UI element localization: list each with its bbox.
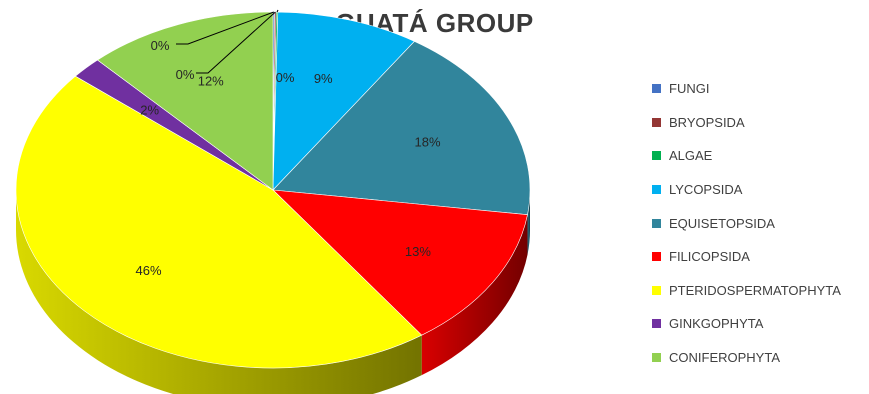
legend-item-lycopsida: LYCOPSIDA [652, 173, 841, 207]
legend-swatch [652, 185, 661, 195]
legend-swatch [652, 151, 661, 161]
legend-item-ginkgophyta: GINKGOPHYTA [652, 307, 841, 341]
pie-slice-filicopsida [272, 189, 528, 336]
leader-line-algae [276, 9, 279, 13]
pie-side-pteridospermatophyta [16, 190, 422, 394]
data-label-pteridospermatophyta: 46% [136, 263, 162, 278]
legend-label: BRYOPSIDA [669, 114, 745, 130]
legend-item-filicopsida: FILICOPSIDA [652, 240, 841, 274]
legend-label: CONIFEROPHYTA [669, 350, 780, 366]
pie-side-equisetopsida [527, 190, 530, 255]
legend-item-algae: ALGAE [652, 139, 841, 173]
pie-slice-equisetopsida [272, 41, 531, 216]
leader-line-bryopsida [196, 11, 276, 74]
data-label-bryopsida: 0% [176, 67, 195, 82]
legend-item-equisetopsida: EQUISETOPSIDA [652, 206, 841, 240]
pie-side-walls [16, 190, 530, 394]
legend-item-bryopsida: BRYOPSIDA [652, 106, 841, 140]
legend-swatch [652, 117, 661, 127]
legend-swatch [652, 353, 661, 363]
legend-label: ALGAE [669, 148, 713, 164]
legend-swatch [652, 84, 661, 94]
leader-line-fungi [176, 11, 274, 45]
legend-label: FILICOPSIDA [669, 249, 750, 265]
pie-slice-pteridospermatophyta [15, 75, 423, 369]
legend-label: LYCOPSIDA [669, 182, 743, 198]
pie-slice-lycopsida [272, 11, 415, 191]
legend-swatch [652, 285, 661, 295]
data-label-lycopsida: 9% [314, 71, 333, 86]
legend-item-fungi: FUNGI [652, 72, 841, 106]
data-label-ginkgophyta: 2% [140, 102, 159, 117]
legend-label: GINKGOPHYTA [669, 316, 764, 332]
pie-data-labels: 9%18%13%46%2%12%0%0% 0% [136, 9, 441, 278]
pie-side-filicopsida [421, 214, 528, 376]
data-label-filicopsida: 13% [405, 244, 431, 259]
pie-slice-coniferophyta [96, 11, 274, 191]
chart-legend: FUNGI BRYOPSIDA ALGAE LYCOPSIDA EQUISETOPSID… [652, 72, 841, 374]
legend-swatch [652, 218, 661, 228]
data-label-fungi: 0% [151, 38, 170, 53]
legend-label: PTERIDOSPERMATOPHYTA [669, 282, 841, 298]
data-label-equisetopsida: 18% [415, 135, 441, 150]
pie-top-faces [15, 11, 531, 369]
legend-label: FUNGI [669, 81, 710, 97]
legend-label: EQUISETOPSIDA [669, 215, 775, 231]
legend-item-coniferophyta: CONIFEROPHYTA [652, 341, 841, 375]
data-label-algae: 0% [276, 70, 295, 85]
legend-swatch [652, 319, 661, 329]
legend-item-pteridospermatophyta: PTERIDOSPERMATOPHYTA [652, 274, 841, 308]
data-label-coniferophyta: 12% [198, 74, 224, 89]
legend-swatch [652, 252, 661, 262]
